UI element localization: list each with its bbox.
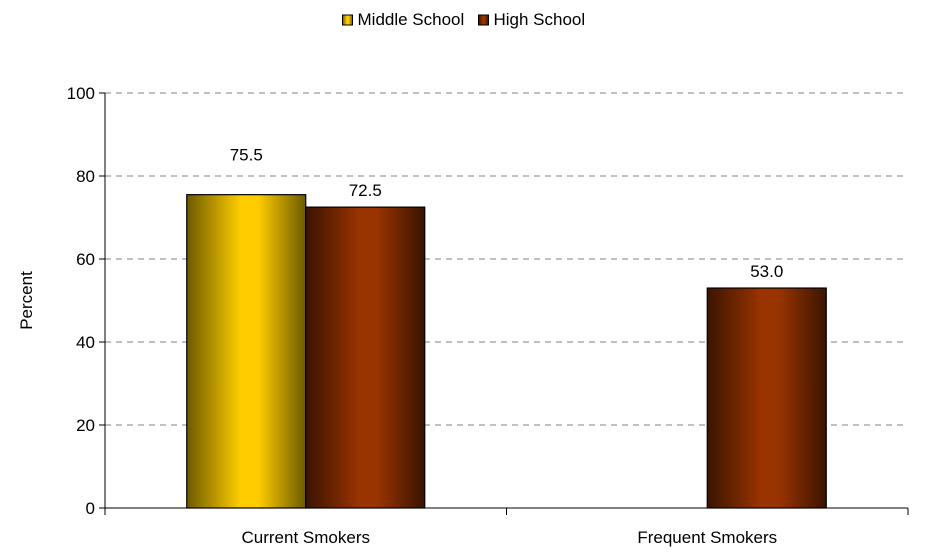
y-tick-label: 40: [76, 333, 95, 352]
x-axis: Current Smokers Frequent Smokers: [104, 507, 909, 547]
x-tick-label: Frequent Smokers: [637, 528, 777, 547]
data-label: 53.0: [750, 262, 783, 281]
y-tick-label: 60: [76, 250, 95, 269]
bars: [186, 194, 827, 509]
x-tick-label: Current Smokers: [242, 528, 370, 547]
legend-swatch: [342, 14, 353, 26]
legend-label: Middle School: [358, 10, 465, 29]
bar: [706, 287, 827, 509]
y-axis-title: Percent: [17, 271, 36, 330]
value-labels: 75.5 72.5 53.0: [230, 146, 784, 281]
legend-label: High School: [494, 10, 586, 29]
y-axis: 0 20 40 60 80 100: [67, 84, 106, 518]
y-tick-label: 100: [67, 84, 95, 103]
legend: Middle School High School: [342, 10, 586, 29]
y-tick-label: 0: [86, 499, 95, 518]
bar: [305, 206, 426, 509]
data-label: 75.5: [230, 146, 263, 165]
data-label: 72.5: [349, 181, 382, 200]
bar: [186, 194, 307, 509]
legend-swatch: [478, 14, 489, 26]
y-tick-label: 80: [76, 167, 95, 186]
y-tick-label: 20: [76, 416, 95, 435]
